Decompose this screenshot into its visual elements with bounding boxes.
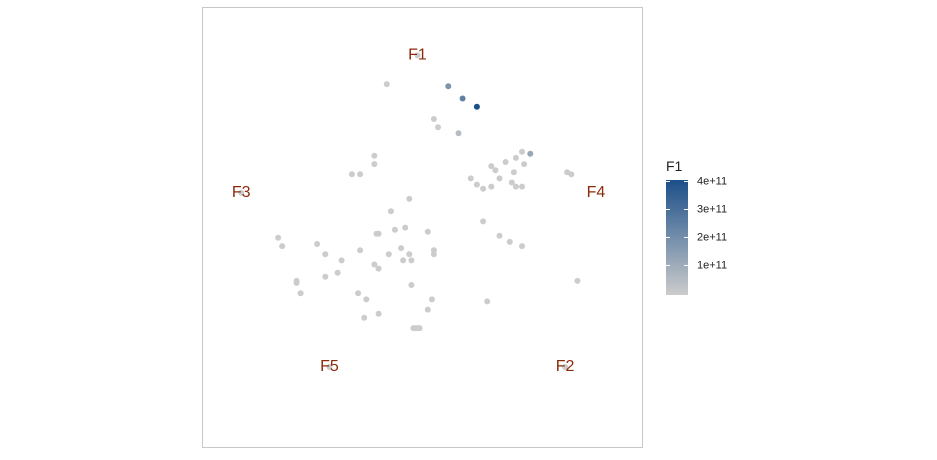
data-point: [430, 247, 437, 254]
data-point: [488, 183, 495, 190]
data-point: [562, 364, 569, 370]
points-layer: [238, 52, 581, 370]
data-point: [375, 265, 382, 272]
legend-colorbar: [666, 180, 688, 295]
data-point: [435, 124, 441, 131]
data-point: [375, 230, 382, 237]
data-point: [314, 241, 321, 247]
data-point: [508, 179, 515, 186]
data-point: [326, 364, 333, 370]
data-point: [496, 175, 503, 182]
data-point: [279, 243, 286, 250]
data-point: [383, 81, 390, 88]
data-point: [371, 152, 378, 159]
data-point: [445, 83, 452, 90]
color-legend: F1 1e+11 2e+11 3e+11 4e+11: [666, 158, 727, 295]
legend-title: F1: [666, 158, 683, 174]
anchor-label-f1: F1: [408, 47, 427, 64]
data-point: [488, 163, 495, 170]
anchor-label-f2: F2: [556, 358, 575, 375]
data-point: [385, 251, 392, 258]
data-point: [519, 148, 525, 155]
legend-tick-label: 4e+11: [697, 175, 727, 187]
anchor-label-f4: F4: [587, 184, 606, 201]
data-point: [363, 296, 370, 303]
data-point: [371, 161, 378, 168]
legend-tick-label: 1e+11: [697, 259, 727, 271]
data-point: [375, 310, 382, 317]
data-point: [424, 306, 431, 313]
data-point: [430, 251, 437, 258]
data-point: [428, 296, 435, 303]
data-point: [467, 175, 474, 182]
data-point: [521, 161, 528, 168]
data-point: [574, 277, 581, 284]
legend-ticks: 1e+11 2e+11 3e+11 4e+11: [666, 175, 727, 271]
data-point: [334, 269, 341, 276]
data-point: [398, 245, 405, 252]
data-point: [355, 290, 362, 297]
data-point: [408, 282, 415, 288]
data-point: [480, 218, 487, 225]
data-point: [406, 195, 413, 202]
anchor-label-f5: F5: [320, 358, 339, 375]
data-point: [568, 171, 575, 178]
data-point: [348, 171, 355, 178]
legend-tick-label: 2e+11: [697, 231, 727, 243]
data-point: [416, 325, 423, 332]
data-point: [387, 208, 394, 215]
data-point: [455, 130, 462, 137]
data-point: [480, 185, 487, 192]
data-point: [512, 154, 519, 161]
data-point: [402, 224, 409, 231]
data-point: [502, 159, 509, 165]
data-point: [361, 314, 368, 321]
data-point: [519, 183, 525, 190]
data-point: [408, 257, 415, 264]
data-point: [391, 226, 398, 233]
data-point: [297, 290, 304, 297]
data-point: [406, 251, 413, 258]
data-point: [506, 238, 513, 245]
data-point: [492, 167, 499, 174]
data-point: [293, 279, 300, 286]
data-point: [519, 243, 525, 250]
anchor-labels: F1 F2 F3 F4 F5: [232, 47, 605, 376]
data-point: [496, 232, 503, 239]
data-point: [473, 181, 480, 188]
data-point: [338, 257, 345, 264]
data-point: [400, 257, 407, 264]
data-point: [424, 228, 431, 235]
data-point: [510, 169, 517, 176]
data-point: [275, 234, 282, 241]
data-point: [527, 150, 534, 157]
data-point: [414, 52, 421, 59]
data-point: [322, 273, 329, 280]
legend-tick-label: 3e+11: [697, 203, 727, 215]
data-point: [357, 171, 364, 178]
data-point: [473, 103, 480, 110]
data-point: [322, 251, 329, 258]
data-point: [459, 95, 466, 102]
data-point: [238, 189, 245, 196]
data-point: [371, 261, 378, 268]
data-point: [484, 298, 491, 305]
data-point: [430, 116, 437, 122]
plot-panel: [202, 7, 643, 448]
data-point: [357, 247, 364, 254]
data-point: [512, 183, 519, 190]
anchor-label-f3: F3: [232, 184, 251, 201]
